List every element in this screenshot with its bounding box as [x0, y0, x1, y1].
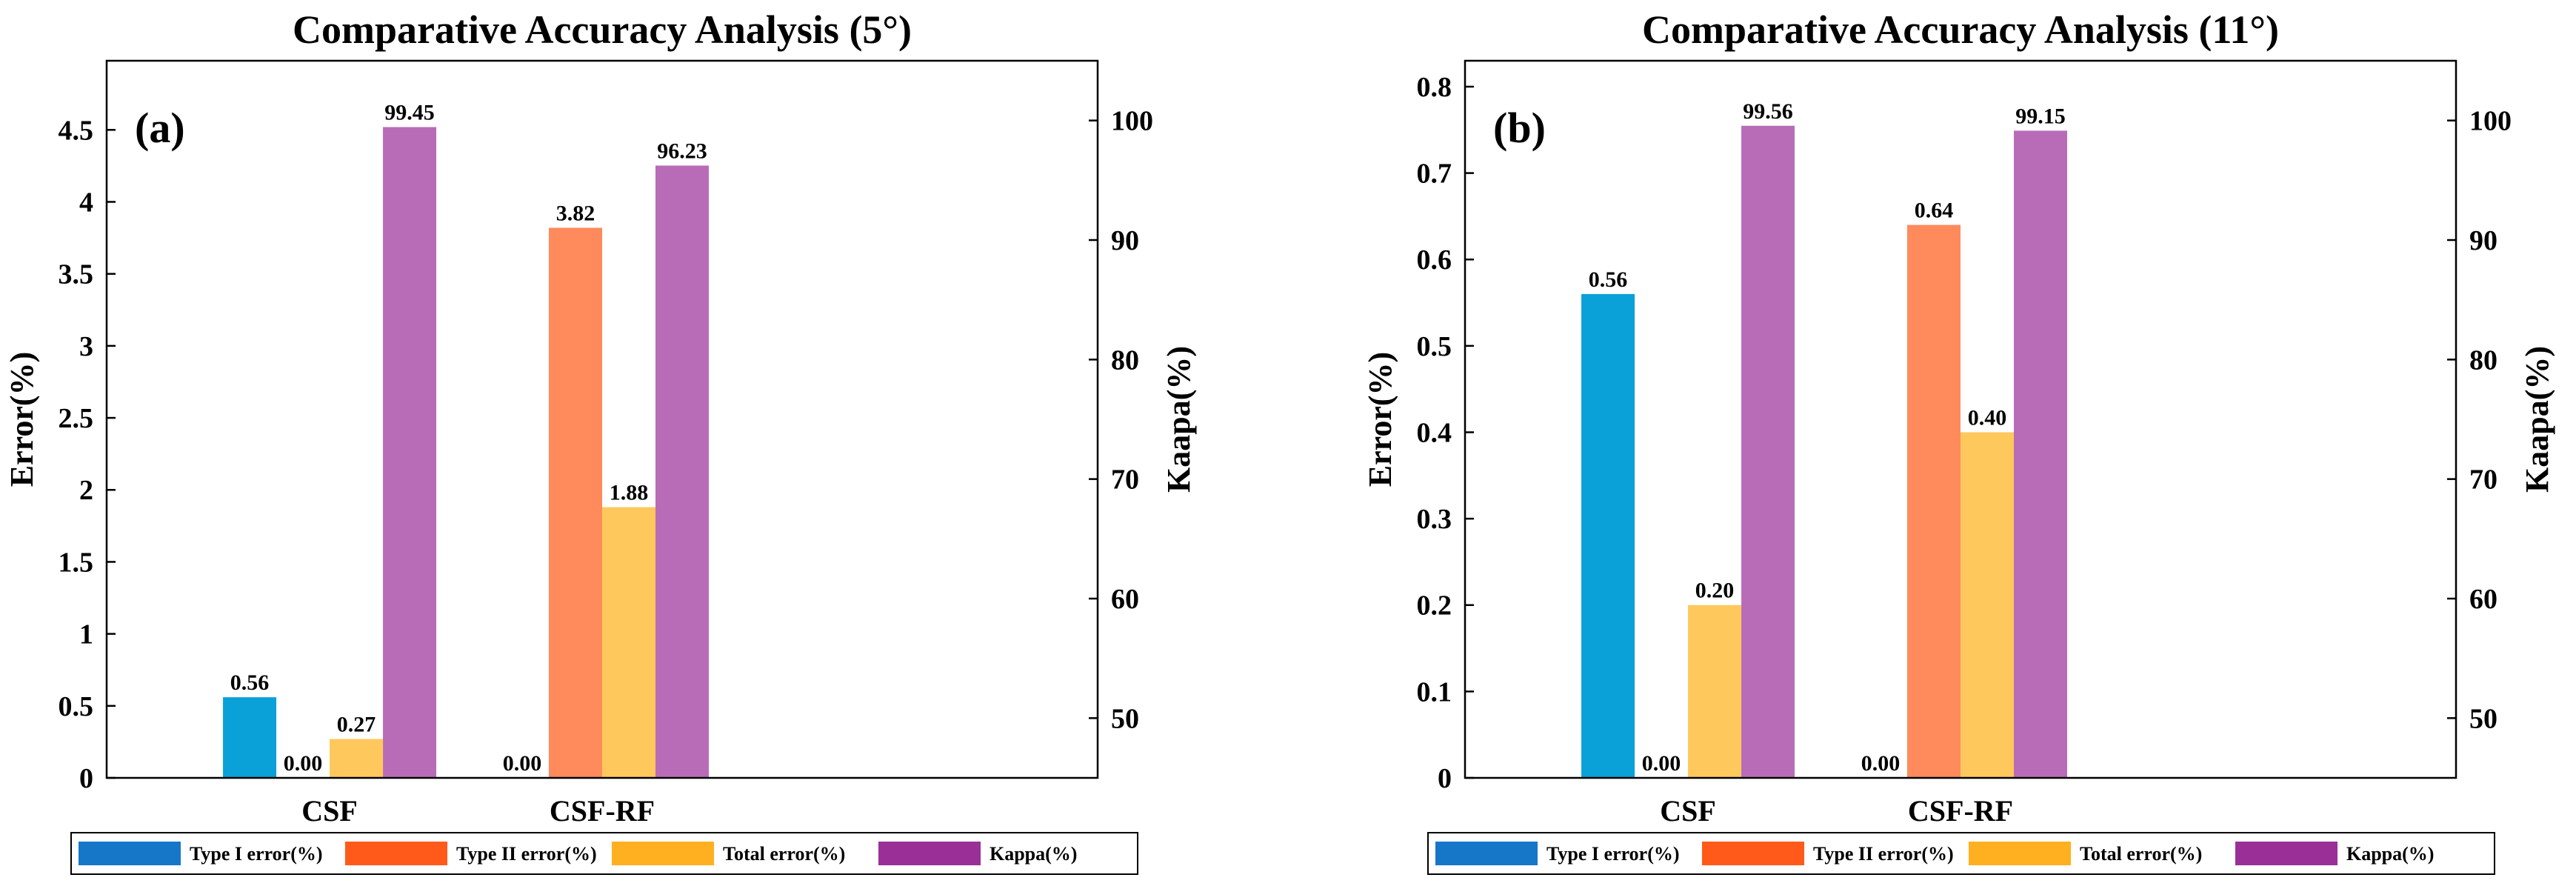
bar-kappa-csf-rf [2014, 130, 2067, 778]
y-tick-label: 0 [1438, 763, 1452, 794]
y-axis-label: Error(%) [1362, 352, 1398, 487]
y2-tick-label: 90 [1111, 225, 1139, 256]
bar-type-ii-error-csf-rf [1907, 224, 1961, 779]
bar-type-i-error-csf [223, 697, 277, 778]
y-tick-label: 1 [79, 619, 93, 650]
bar-value-label: 0.00 [1861, 751, 1901, 776]
legend-swatch [1435, 842, 1538, 865]
y-tick-label: 4.5 [59, 115, 94, 146]
bar-kappa-csf [383, 127, 437, 779]
y-tick-label: 0.3 [1417, 504, 1452, 535]
y2-tick-label: 50 [2469, 703, 2497, 734]
legend-entry-label: Total error(%) [2080, 843, 2202, 865]
bar-value-label: 0.64 [1915, 199, 1954, 223]
bar-kappa-csf-rf [655, 165, 709, 779]
bar-value-label: 0.00 [284, 751, 323, 776]
bar-value-label: 0.00 [503, 751, 542, 776]
category-label: CSF [1660, 794, 1716, 828]
y-tick-label: 3 [79, 331, 93, 362]
bar-value-label: 0.56 [230, 670, 270, 695]
bar-value-label: 99.45 [384, 101, 435, 125]
bar-total-error-csf [1688, 605, 1742, 778]
bar-value-label: 99.15 [2015, 104, 2066, 128]
y2-tick-label: 90 [2469, 225, 2497, 256]
panel-label: (b) [1493, 104, 1546, 152]
y-tick-label: 2 [79, 475, 93, 506]
bar-type-ii-error-csf-rf [549, 227, 602, 778]
legend-entry-label: Type I error(%) [190, 843, 323, 865]
bar-value-label: 96.23 [657, 139, 707, 163]
category-label: CSF-RF [550, 794, 655, 828]
y2-tick-label: 100 [2469, 106, 2512, 137]
chart-panel-a: Comparative Accuracy Analysis (5°) 0.56 0.… [4, 7, 1197, 875]
y2-tick-label: 100 [1111, 106, 1153, 137]
y2-tick-label: 80 [1111, 344, 1139, 376]
y-tick-label: 0.8 [1417, 72, 1452, 103]
y-tick-label: 0.4 [1417, 417, 1452, 448]
bar-value-label: 0.40 [1968, 405, 2007, 430]
y-tick-label: 3.5 [59, 259, 94, 290]
legend: Type I error(%) Type II error(%) Total err… [1427, 832, 2495, 875]
y-tick-label: 0.5 [59, 691, 94, 722]
y2-axis-label: Kaapa(%) [1161, 346, 1197, 493]
plot-frame [105, 59, 1099, 779]
y-tick-label: 0.2 [1417, 590, 1452, 622]
legend-swatch [79, 842, 181, 865]
category-label: CSF-RF [1908, 794, 2013, 828]
y2-tick-label: 50 [1111, 703, 1139, 734]
legend-entry-label: Type II error(%) [1813, 843, 1954, 865]
legend-swatch [345, 842, 447, 865]
chart-panel-b: Comparative Accuracy Analysis (11°)0.560… [1362, 7, 2555, 875]
bar-type-i-error-csf [1581, 293, 1635, 778]
legend-entry-label: Total error(%) [723, 843, 845, 865]
y-tick-label: 2.5 [59, 403, 94, 434]
bar-value-label: 0.00 [1642, 751, 1681, 776]
y2-tick-label: 60 [1111, 584, 1139, 615]
y2-tick-label: 70 [1111, 465, 1139, 496]
chart-title: Comparative Accuracy Analysis (5°) [293, 7, 912, 52]
y-tick-label: 0.5 [1417, 331, 1452, 362]
y-tick-label: 0.7 [1417, 159, 1452, 190]
legend-entry-label: Kappa(%) [990, 843, 1077, 865]
y-tick-label: 1.5 [59, 547, 94, 578]
bar-total-error-csf-rf [1961, 432, 2014, 778]
y-tick-label: 0.6 [1417, 244, 1452, 276]
legend-swatch [1702, 842, 1804, 865]
legend-swatch [878, 842, 981, 865]
y-axis-label: Error(%) [4, 352, 40, 487]
y-tick-label: 0.1 [1417, 676, 1452, 707]
bar-value-label: 0.27 [337, 713, 376, 737]
y-tick-label: 0 [79, 763, 93, 794]
y2-tick-label: 60 [2469, 584, 2497, 615]
bar-total-error-csf [330, 739, 384, 778]
bar-kappa-csf [1741, 125, 1795, 779]
y2-axis-label: Kaapa(%) [2519, 346, 2555, 493]
legend-entry-label: Kappa(%) [2346, 843, 2434, 865]
bar-value-label: 0.56 [1589, 267, 1628, 292]
legend-entry-label: Type II error(%) [456, 843, 597, 865]
bar-value-label: 99.56 [1743, 99, 1793, 124]
y2-tick-label: 70 [2469, 465, 2497, 496]
legend: Type I error(%) Type II error(%) Total err… [70, 832, 1138, 875]
chart-title: Comparative Accuracy Analysis (11°) [1642, 7, 2279, 52]
y-tick-label: 4 [79, 187, 93, 218]
legend-swatch [1969, 842, 2071, 865]
legend-swatch [2235, 842, 2338, 865]
bar-total-error-csf-rf [602, 507, 655, 778]
legend-entry-label: Type I error(%) [1546, 843, 1680, 865]
category-label: CSF [301, 794, 358, 828]
y2-tick-label: 80 [2469, 344, 2497, 376]
bar-value-label: 0.20 [1695, 579, 1735, 603]
bar-value-label: 3.82 [556, 201, 595, 225]
bar-value-label: 1.88 [610, 481, 649, 505]
legend-swatch [612, 842, 714, 865]
plot-frame [1464, 59, 2457, 779]
panel-label: (a) [135, 104, 185, 152]
